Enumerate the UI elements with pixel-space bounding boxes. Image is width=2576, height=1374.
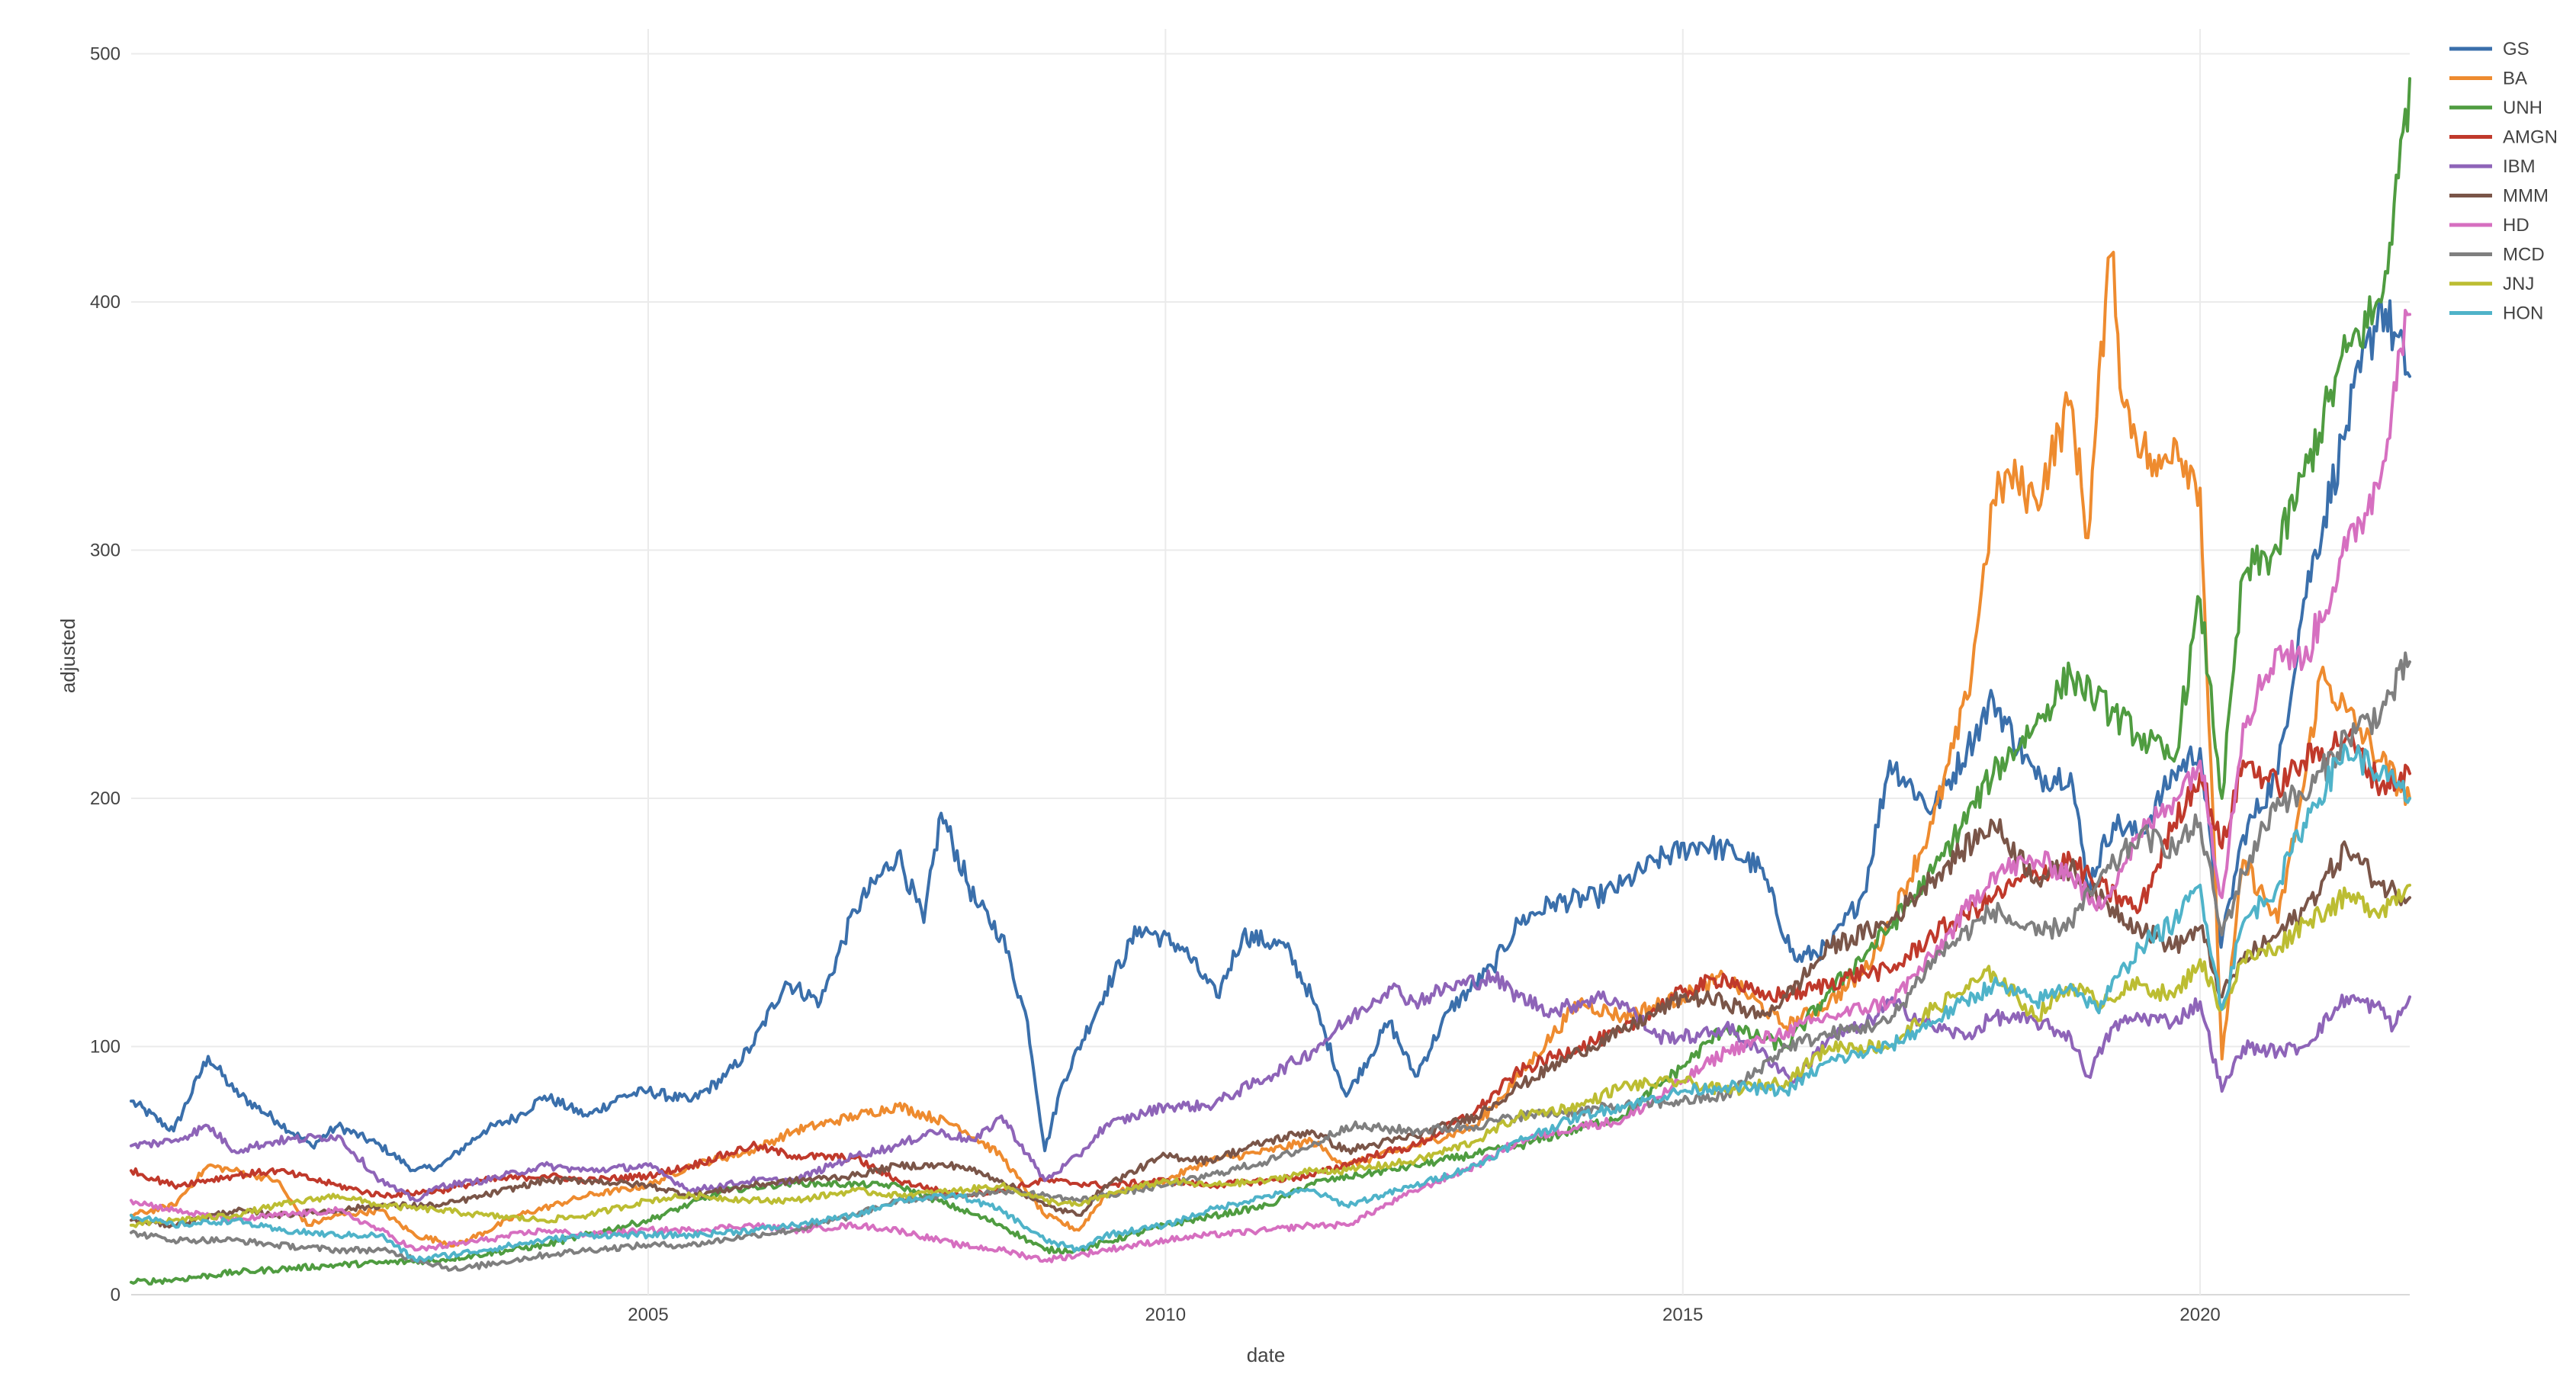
x-axis-title: date xyxy=(1247,1344,1286,1366)
series-line-hd xyxy=(130,309,2411,1263)
legend-item-jnj[interactable]: JNJ xyxy=(2449,274,2534,294)
y-tick-label: 500 xyxy=(90,44,120,65)
y-axis-ticks: 0 100 200 300 400 500 xyxy=(90,44,120,1305)
legend-label: HON xyxy=(2503,303,2543,324)
legend-label: AMGN xyxy=(2503,127,2558,148)
series-lines xyxy=(130,77,2411,1286)
legend-label: GS xyxy=(2503,39,2529,59)
legend-label: HD xyxy=(2503,215,2529,236)
legend-item-hon[interactable]: HON xyxy=(2449,303,2543,324)
series-line-mcd xyxy=(130,651,2411,1272)
legend-item-mmm[interactable]: MMM xyxy=(2449,186,2549,207)
series-line-jnj xyxy=(130,883,2411,1228)
legend-item-amgn[interactable]: AMGN xyxy=(2449,127,2558,148)
series-line-gs xyxy=(130,299,2411,1173)
x-tick-label: 2010 xyxy=(1145,1305,1186,1325)
legend-item-mcd[interactable]: MCD xyxy=(2449,245,2545,265)
legend-label: MCD xyxy=(2503,245,2545,265)
series-line-mmm xyxy=(130,818,2411,1229)
y-tick-label: 400 xyxy=(90,292,120,313)
series-line-ibm xyxy=(130,969,2411,1202)
gridlines xyxy=(131,29,2410,1295)
y-axis-title: adjusted xyxy=(56,618,79,693)
y-tick-label: 300 xyxy=(90,541,120,561)
legend-label: IBM xyxy=(2503,156,2536,177)
legend-label: BA xyxy=(2503,69,2527,89)
legend-item-ibm[interactable]: IBM xyxy=(2449,156,2536,177)
series-line-amgn xyxy=(130,728,2411,1199)
x-axis-ticks: 2005 2010 2015 2020 xyxy=(628,1305,2220,1325)
legend-label: UNH xyxy=(2503,98,2542,118)
y-tick-label: 100 xyxy=(90,1037,120,1058)
y-tick-label: 200 xyxy=(90,788,120,809)
legend-item-ba[interactable]: BA xyxy=(2449,69,2527,89)
legend-item-gs[interactable]: GS xyxy=(2449,39,2529,59)
legend-label: MMM xyxy=(2503,186,2549,207)
series-line-unh xyxy=(130,77,2411,1286)
legend-label: JNJ xyxy=(2503,274,2534,294)
x-tick-label: 2015 xyxy=(1662,1305,1703,1325)
series-line-hon xyxy=(130,743,2411,1263)
series-line-ba xyxy=(130,250,2411,1248)
x-tick-label: 2005 xyxy=(628,1305,668,1325)
x-tick-label: 2020 xyxy=(2179,1305,2220,1325)
legend: GS BA UNH AMGN IBM MMM HD MCD JNJ HON xyxy=(2449,39,2558,324)
legend-item-hd[interactable]: HD xyxy=(2449,215,2529,236)
legend-item-unh[interactable]: UNH xyxy=(2449,98,2542,118)
y-tick-label: 0 xyxy=(111,1285,120,1305)
